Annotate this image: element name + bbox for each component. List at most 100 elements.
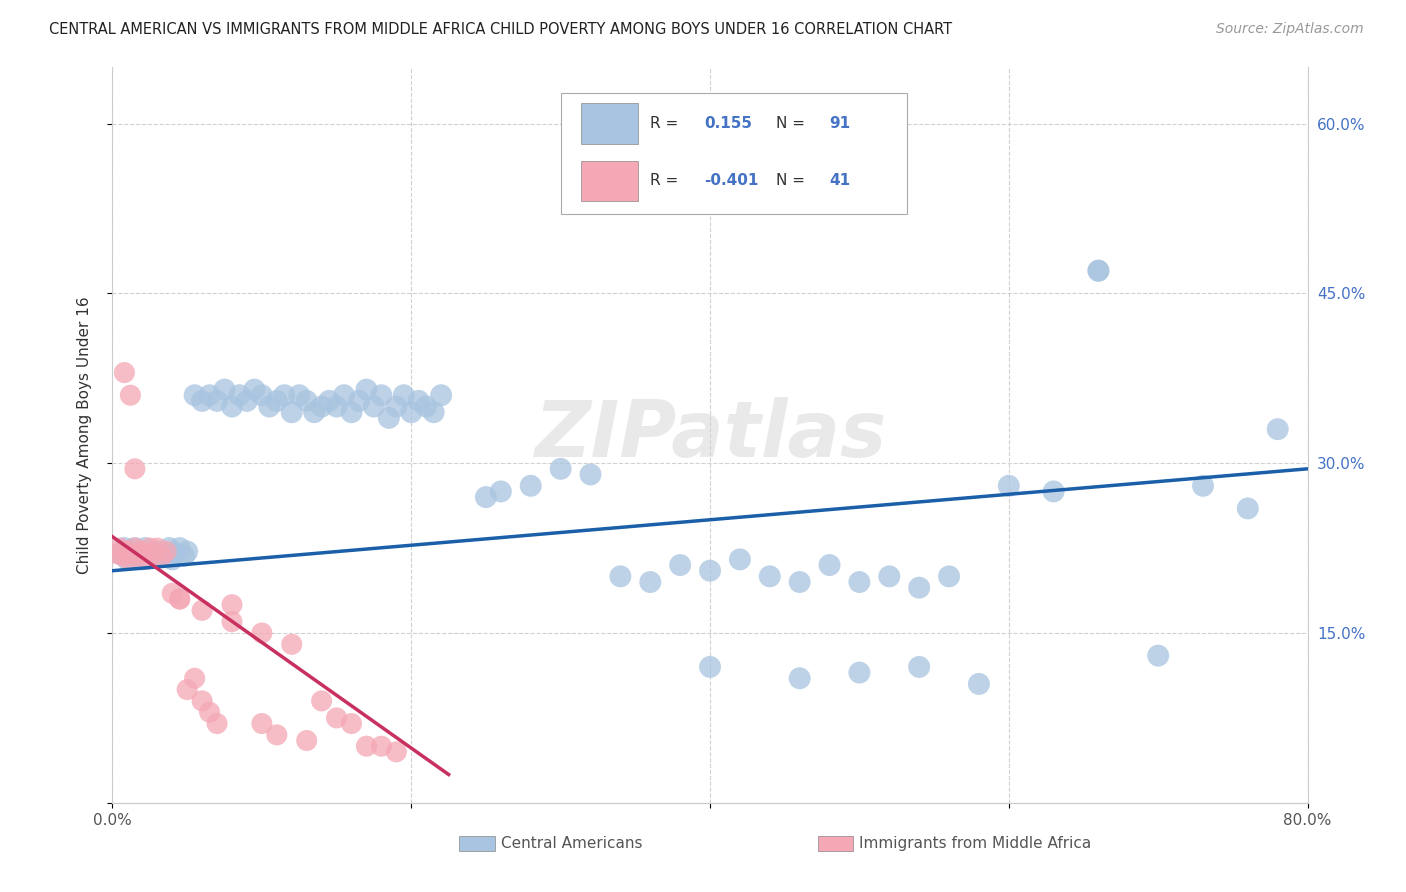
Point bbox=[169, 592, 191, 607]
Point bbox=[579, 467, 602, 482]
Point bbox=[325, 400, 347, 414]
Point bbox=[879, 569, 901, 583]
Point bbox=[132, 547, 155, 561]
Point bbox=[139, 541, 162, 555]
Text: R =: R = bbox=[651, 173, 683, 188]
Point bbox=[139, 547, 162, 561]
Point bbox=[120, 547, 142, 561]
Point bbox=[117, 552, 139, 566]
Point bbox=[115, 544, 138, 558]
Point bbox=[169, 592, 191, 607]
Text: N =: N = bbox=[776, 116, 810, 131]
Point bbox=[848, 575, 870, 590]
Point bbox=[489, 484, 512, 499]
Point bbox=[609, 569, 631, 583]
Point bbox=[142, 547, 165, 561]
Text: Source: ZipAtlas.com: Source: ZipAtlas.com bbox=[1216, 22, 1364, 37]
Point bbox=[281, 637, 304, 651]
Point bbox=[169, 541, 191, 555]
Point bbox=[430, 388, 453, 402]
Point bbox=[266, 728, 288, 742]
Point bbox=[378, 410, 401, 425]
Point bbox=[998, 479, 1021, 493]
Point bbox=[1087, 263, 1109, 277]
Point bbox=[108, 541, 131, 555]
Point bbox=[475, 490, 498, 504]
Point bbox=[214, 383, 236, 397]
Point bbox=[162, 552, 183, 566]
Point bbox=[422, 405, 444, 419]
Point bbox=[120, 388, 142, 402]
Point bbox=[243, 383, 266, 397]
Point bbox=[124, 541, 146, 555]
Point bbox=[128, 547, 150, 561]
Point bbox=[356, 383, 378, 397]
Point bbox=[392, 388, 415, 402]
FancyBboxPatch shape bbox=[561, 93, 907, 214]
Point bbox=[1192, 479, 1215, 493]
Point bbox=[1087, 263, 1109, 277]
Point bbox=[340, 405, 363, 419]
Point bbox=[108, 547, 131, 561]
Point bbox=[385, 400, 408, 414]
Point bbox=[129, 544, 152, 558]
Point bbox=[848, 665, 870, 680]
Point bbox=[347, 393, 370, 408]
Y-axis label: Child Poverty Among Boys Under 16: Child Poverty Among Boys Under 16 bbox=[77, 296, 91, 574]
Point bbox=[191, 694, 214, 708]
Point bbox=[105, 547, 128, 561]
Text: N =: N = bbox=[776, 173, 810, 188]
Point bbox=[150, 549, 173, 563]
Point bbox=[288, 388, 311, 402]
Point bbox=[967, 677, 990, 691]
Point bbox=[281, 405, 304, 419]
FancyBboxPatch shape bbox=[581, 161, 638, 201]
Point bbox=[640, 575, 662, 590]
Point bbox=[385, 745, 408, 759]
Point bbox=[789, 575, 811, 590]
Text: 41: 41 bbox=[830, 173, 851, 188]
Point bbox=[124, 541, 146, 555]
Point bbox=[205, 393, 228, 408]
FancyBboxPatch shape bbox=[818, 836, 853, 851]
Point bbox=[114, 541, 135, 555]
Point bbox=[118, 552, 141, 566]
Point bbox=[221, 598, 243, 612]
Point bbox=[363, 400, 385, 414]
Point bbox=[111, 549, 134, 563]
Point bbox=[789, 671, 811, 685]
Text: 91: 91 bbox=[830, 116, 851, 131]
Point bbox=[295, 393, 318, 408]
Point bbox=[818, 558, 841, 572]
Point bbox=[149, 549, 172, 563]
FancyBboxPatch shape bbox=[460, 836, 495, 851]
Point bbox=[295, 733, 318, 747]
Point bbox=[191, 603, 214, 617]
Point bbox=[176, 682, 198, 697]
Point bbox=[173, 549, 195, 563]
Point bbox=[155, 544, 177, 558]
Point bbox=[191, 393, 214, 408]
Text: Immigrants from Middle Africa: Immigrants from Middle Africa bbox=[859, 836, 1091, 851]
Point bbox=[356, 739, 378, 754]
Point bbox=[124, 462, 146, 476]
Point bbox=[121, 547, 143, 561]
Point bbox=[669, 558, 692, 572]
Point bbox=[250, 388, 273, 402]
FancyBboxPatch shape bbox=[581, 103, 638, 144]
Point bbox=[183, 388, 205, 402]
Point bbox=[699, 660, 721, 674]
Point bbox=[135, 552, 157, 566]
Point bbox=[415, 400, 437, 414]
Point bbox=[311, 400, 333, 414]
Point bbox=[401, 405, 423, 419]
Text: -0.401: -0.401 bbox=[704, 173, 758, 188]
Point bbox=[198, 705, 221, 719]
Point bbox=[318, 393, 340, 408]
Point bbox=[198, 388, 221, 402]
Point bbox=[146, 541, 169, 555]
Point bbox=[114, 366, 135, 380]
Point bbox=[1042, 484, 1064, 499]
Text: 0.155: 0.155 bbox=[704, 116, 752, 131]
Point bbox=[266, 393, 288, 408]
